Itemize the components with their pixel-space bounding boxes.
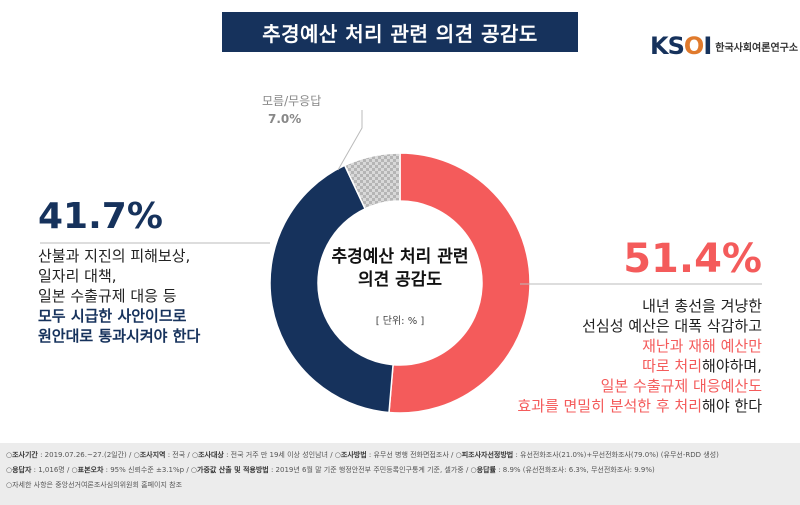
slice-pass-as-is — [269, 164, 394, 414]
other-label: 모름/무응답 — [262, 94, 322, 108]
ksoi-logo: KSOI 한국사회여론연구소 — [650, 32, 798, 60]
footer-line-2: ○응답자 : 1,016명 / ○표본오차 : 95% 신뢰수준 ±3.1%p … — [6, 466, 655, 474]
other-value: 7.0% — [268, 112, 302, 126]
center-unit: [ 단위: % ] — [375, 316, 425, 327]
slice-selective-processing — [388, 152, 531, 414]
left-description: 산불과 지진의 피해보상, 일자리 대책, 일본 수출규제 대응 등 모두 시급… — [38, 247, 201, 345]
logo-mark: KSOI — [650, 32, 712, 60]
footer-line-1: ○조사기간 : 2019.07.26.~27.(2일간) / ○조사지역 : 전… — [6, 451, 719, 459]
slice-no-answer — [343, 152, 401, 210]
pct-right: 51.4% — [623, 236, 762, 282]
right-description: 내년 총선을 겨냥한 선심성 예산은 대폭 삭감하고 재난과 재해 예산만 따로… — [517, 297, 762, 415]
footer-line-3: ○자세한 사항은 중앙선거여론조사심의위원회 홈페이지 참조 — [6, 481, 183, 489]
page-title: 추경예산 처리 관련 의견 공감도 — [222, 12, 578, 52]
logo-name: 한국사회여론연구소 — [715, 42, 799, 54]
survey-footer: ○조사기간 : 2019.07.26.~27.(2일간) / ○조사지역 : 전… — [0, 443, 800, 505]
center-title: 추경예산 처리 관련 의견 공감도 — [331, 247, 469, 290]
pct-left: 41.7% — [38, 196, 163, 237]
leader-line-other — [337, 110, 363, 171]
donut-hole — [319, 202, 481, 364]
